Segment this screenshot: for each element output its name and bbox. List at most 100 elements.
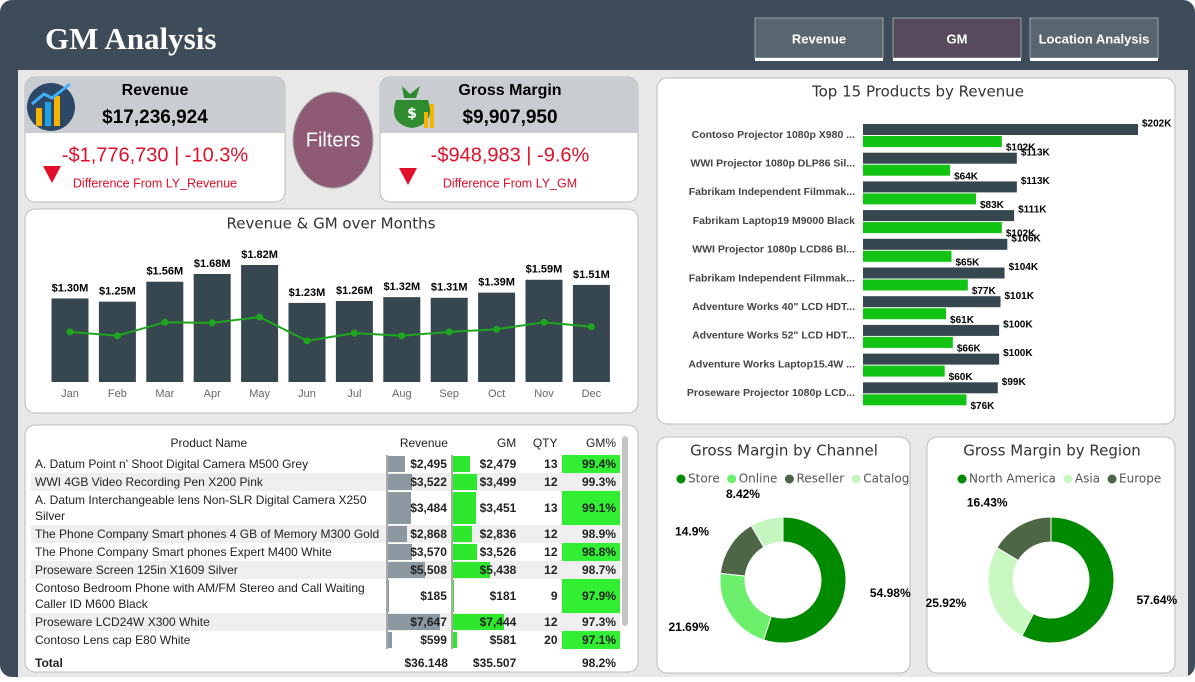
cell-text: The Phone Company Smart phones 4 GB of M… bbox=[35, 527, 380, 541]
data-label: 16.43% bbox=[967, 496, 1008, 510]
cell-text: A. Datum Point n' Shoot Digital Camera M… bbox=[35, 457, 309, 471]
filters-label[interactable]: Filters bbox=[306, 129, 360, 151]
table-body: A. Datum Point n' Shoot Digital Camera M… bbox=[31, 455, 620, 667]
table-cell: 12 bbox=[520, 613, 562, 631]
legend-dot bbox=[727, 474, 737, 484]
data-label: $106K bbox=[1011, 233, 1041, 244]
nav-underline bbox=[893, 58, 1021, 61]
data-label: $1.51M bbox=[573, 269, 610, 281]
bar bbox=[863, 136, 1002, 147]
data-label: $66K bbox=[957, 344, 982, 355]
table-cell: $181 bbox=[450, 579, 521, 613]
data-label: $104K bbox=[1009, 262, 1039, 273]
scrollbar[interactable] bbox=[622, 436, 628, 626]
chart-title: Gross Margin by Region bbox=[963, 442, 1141, 460]
data-label: $113K bbox=[1021, 176, 1051, 187]
table-cell: 13 bbox=[520, 455, 561, 473]
table-cell: $7,444 bbox=[450, 613, 521, 631]
table-cell: 97.1% bbox=[561, 631, 620, 649]
bar bbox=[863, 382, 998, 394]
bar bbox=[98, 301, 136, 382]
cell-text: 97.1% bbox=[581, 633, 616, 647]
svg-text:$: $ bbox=[407, 106, 417, 122]
kpi-change: -$948,983 | -9.6% bbox=[431, 144, 590, 166]
legend-dot bbox=[957, 474, 967, 484]
data-label: $1.30M bbox=[52, 282, 89, 294]
nav-button[interactable] bbox=[892, 17, 1022, 59]
legend-label: Catalog bbox=[863, 472, 909, 486]
table-row: The Phone Company Smart phones 4 GB of M… bbox=[31, 525, 620, 543]
data-bar bbox=[452, 614, 504, 630]
bar bbox=[863, 238, 1008, 250]
cell-text: $7,444 bbox=[479, 615, 517, 629]
cell-text: $3,526 bbox=[479, 545, 517, 559]
legend-label: Reseller bbox=[796, 472, 844, 486]
card bbox=[926, 436, 1176, 674]
line-point bbox=[256, 313, 264, 321]
nav-label[interactable]: Revenue bbox=[792, 31, 846, 46]
data-bar bbox=[387, 492, 412, 524]
bar bbox=[335, 301, 373, 382]
kpi-caption: Difference From LY_Revenue bbox=[73, 176, 237, 190]
line-point bbox=[66, 328, 74, 336]
y-tick-label: Adventure Works 40" LCD HDT... bbox=[692, 301, 855, 313]
nav-button[interactable] bbox=[1029, 17, 1159, 59]
filters-button[interactable] bbox=[292, 91, 374, 189]
line-point bbox=[350, 329, 358, 337]
table-cell: 99.3% bbox=[561, 473, 620, 491]
bar bbox=[863, 353, 1000, 365]
y-tick-label: Fabrikam Independent Filmmak... bbox=[689, 272, 855, 284]
nav-underline bbox=[1030, 58, 1158, 61]
table-cell: $3,522 bbox=[385, 473, 452, 491]
bar bbox=[863, 152, 1017, 164]
data-label: $102K bbox=[1006, 143, 1036, 154]
table-cell: 20 bbox=[520, 631, 561, 649]
cell-text: $185 bbox=[420, 589, 447, 603]
line-point bbox=[208, 319, 216, 327]
nav-button[interactable] bbox=[754, 17, 884, 59]
x-tick-label: Apr bbox=[204, 388, 221, 400]
table: Product Name Revenue GM QTY GM% A. Datum Poin… bbox=[31, 431, 621, 667]
line-point bbox=[161, 318, 169, 326]
cell-text: 98.2% bbox=[581, 656, 616, 667]
nav-label[interactable]: GM bbox=[947, 31, 968, 46]
data-label: $61K bbox=[950, 315, 975, 326]
table-cell: A. Datum Point n' Shoot Digital Camera M… bbox=[31, 455, 387, 473]
cell-text: 12 bbox=[544, 615, 558, 629]
table-cell: $3,499 bbox=[450, 473, 521, 491]
bar bbox=[863, 222, 1002, 234]
nav-label[interactable]: Location Analysis bbox=[1039, 31, 1150, 46]
table-cell: $3,451 bbox=[450, 491, 521, 525]
total-cell bbox=[520, 649, 562, 667]
data-label: $113K bbox=[1021, 147, 1051, 158]
cell-text: $36,148 bbox=[404, 656, 448, 667]
data-label: 21.69% bbox=[668, 620, 709, 634]
table-row: Contoso Lens cap E80 White $599 $581 20 97.1… bbox=[31, 631, 620, 649]
kpi-header bbox=[380, 77, 638, 133]
line-point bbox=[113, 332, 121, 340]
line-point bbox=[445, 328, 453, 336]
data-label: $99K bbox=[1002, 377, 1027, 388]
table-cell: Contoso Lens cap E80 White bbox=[31, 631, 387, 649]
table-cell: Contoso Bedroom Phone with AM/FM Stereo … bbox=[31, 579, 387, 613]
table-cell: $185 bbox=[385, 579, 452, 613]
bar bbox=[863, 210, 1015, 222]
column-header: Revenue bbox=[399, 436, 448, 450]
legend-label: Online bbox=[739, 472, 778, 486]
bar bbox=[863, 193, 976, 205]
bar bbox=[525, 279, 563, 382]
table-cell: 97.9% bbox=[561, 579, 620, 613]
legend-dot bbox=[1107, 474, 1117, 484]
cell-text: 98.8% bbox=[581, 545, 616, 559]
chart-title: Revenue & GM over Months bbox=[227, 215, 436, 233]
cell-text: $3,570 bbox=[410, 545, 447, 559]
kpi-change: -$1,776,730 | -10.3% bbox=[62, 144, 249, 166]
kpi-title: Revenue bbox=[122, 82, 189, 99]
line-point bbox=[398, 332, 406, 340]
line-point bbox=[540, 318, 548, 326]
bar bbox=[863, 308, 947, 320]
data-label: 8.42% bbox=[726, 487, 760, 501]
y-tick-label: WWI Projector 1080p LCD86 Bl... bbox=[692, 244, 855, 256]
bar bbox=[863, 267, 1005, 279]
bar bbox=[863, 394, 967, 406]
